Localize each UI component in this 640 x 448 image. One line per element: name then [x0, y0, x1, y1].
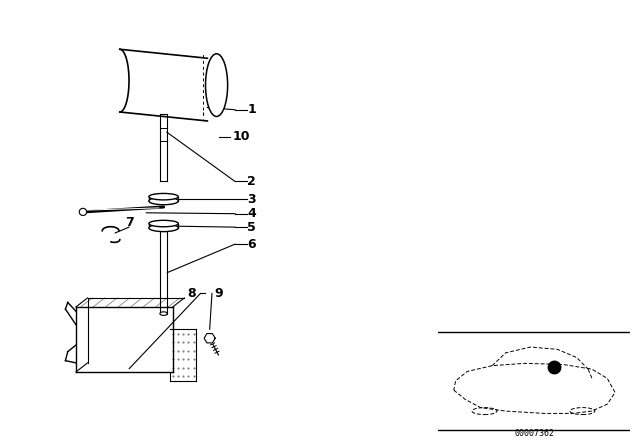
Ellipse shape — [570, 408, 595, 414]
Text: 00007362: 00007362 — [515, 429, 554, 438]
Text: 7: 7 — [125, 216, 133, 229]
Circle shape — [79, 208, 86, 215]
Text: 1: 1 — [248, 103, 256, 116]
Ellipse shape — [149, 197, 179, 205]
Text: 10: 10 — [233, 130, 250, 143]
Ellipse shape — [149, 194, 179, 200]
Text: 6: 6 — [248, 237, 256, 251]
Text: 9: 9 — [214, 287, 223, 300]
Text: 2: 2 — [248, 175, 256, 188]
Text: 4: 4 — [248, 207, 256, 220]
Text: 5: 5 — [248, 220, 256, 234]
Ellipse shape — [472, 408, 497, 414]
Text: 8: 8 — [188, 287, 196, 300]
Text: 3: 3 — [248, 193, 256, 206]
Ellipse shape — [160, 312, 167, 315]
Polygon shape — [204, 334, 215, 343]
Ellipse shape — [149, 220, 179, 227]
Ellipse shape — [205, 54, 228, 116]
Ellipse shape — [149, 224, 179, 232]
